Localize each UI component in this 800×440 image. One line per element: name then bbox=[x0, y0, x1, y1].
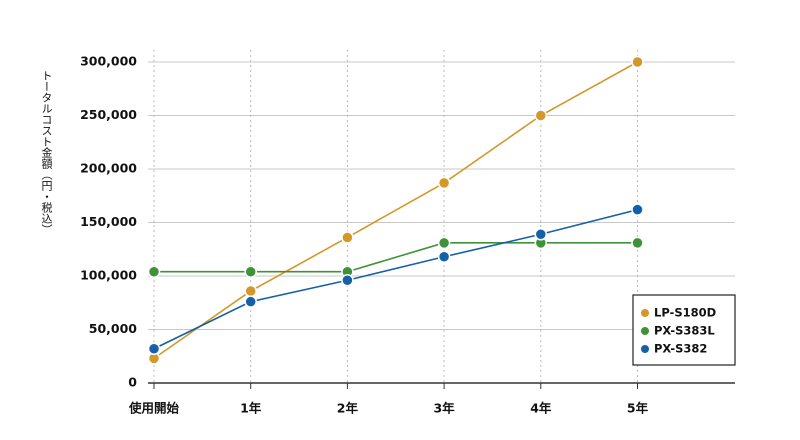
point bbox=[631, 203, 644, 216]
point bbox=[437, 176, 451, 190]
point bbox=[534, 228, 548, 241]
point bbox=[147, 342, 161, 356]
point bbox=[631, 236, 644, 250]
y-tick-label: 250,000 bbox=[80, 107, 137, 122]
point bbox=[437, 236, 451, 250]
x-tick-label: 5年 bbox=[627, 401, 649, 416]
point bbox=[147, 265, 161, 278]
point bbox=[341, 231, 354, 244]
point bbox=[244, 295, 257, 308]
legend-box bbox=[632, 294, 736, 366]
x-tick-label: 4年 bbox=[530, 401, 552, 416]
legend-marker bbox=[641, 309, 649, 317]
legend-label: PX-S382 bbox=[654, 342, 707, 356]
series-line bbox=[153, 61, 638, 360]
y-tick-label: 50,000 bbox=[89, 321, 138, 336]
x-tick-label: 1年 bbox=[240, 401, 262, 416]
legend-marker bbox=[641, 327, 649, 335]
x-tick-label: 3年 bbox=[433, 401, 455, 416]
point bbox=[341, 274, 354, 287]
y-tick-label: 0 bbox=[128, 375, 137, 390]
y-tick-label: 300,000 bbox=[80, 54, 137, 69]
y-tick-label: 100,000 bbox=[80, 268, 137, 283]
point bbox=[244, 284, 257, 298]
point bbox=[534, 109, 548, 122]
series-line bbox=[153, 208, 638, 350]
series-line bbox=[154, 242, 638, 273]
point bbox=[244, 265, 257, 278]
legend-label: PX-S383L bbox=[654, 324, 715, 338]
x-tick-label: 使用開始 bbox=[128, 401, 180, 416]
point bbox=[631, 55, 644, 69]
point bbox=[437, 250, 451, 263]
legend-marker bbox=[641, 345, 649, 353]
x-tick-label: 2年 bbox=[337, 401, 359, 416]
y-tick-label: 150,000 bbox=[80, 214, 137, 229]
legend-label: LP-S180D bbox=[654, 306, 716, 320]
y-axis-label: トータルコスト金額（円・税込） bbox=[40, 70, 53, 235]
y-tick-label: 200,000 bbox=[80, 161, 137, 176]
